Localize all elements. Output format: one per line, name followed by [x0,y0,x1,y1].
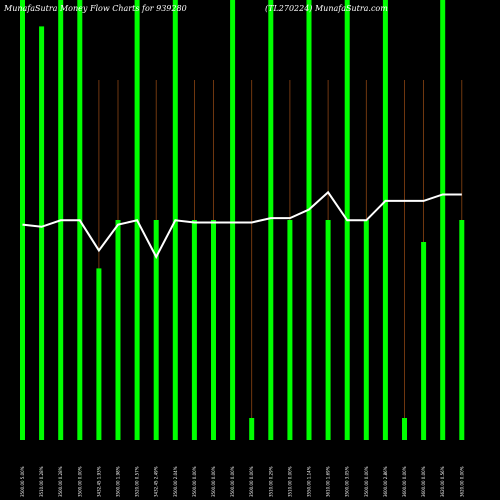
bar-18 [363,220,369,440]
x-tick-label-22: 3620.00 0.56% [440,466,445,497]
bar-20 [402,418,407,440]
x-tick-label-14: 3510.00 0.00% [287,466,292,497]
x-tick-label-12: 3500.00 0.00% [249,466,254,497]
bar-23 [459,220,465,440]
bar-5 [115,220,121,440]
bars-layer [20,0,465,441]
bar-7 [153,220,159,440]
x-tick-label-13: 3510.00 0.29% [268,466,273,497]
bar-15 [306,0,312,440]
bar-4 [96,268,102,440]
x-tick-label-10: 3500.00 0.00% [211,466,216,497]
x-tick-label-18: 3500.00 0.00% [364,466,369,497]
x-tick-label-17: 3500.00 3.05% [345,466,350,497]
bar-22 [440,0,446,440]
x-tick-label-6: 3520.00 0.57% [135,466,140,497]
x-tick-label-7: 3432.45 2.49% [154,466,159,497]
x-tick-label-1: 3510.00 0.28% [39,466,44,497]
bar-0 [20,0,25,440]
bar-13 [268,0,274,440]
price-line [22,190,462,260]
x-tick-label-3: 3500.00 0.00% [77,466,82,497]
chart-subtitle: (TL270224) MunafaSutra.com [265,4,388,13]
x-tick-label-16: 3610.00 1.69% [326,466,331,497]
x-tick-label-8: 3500.00 2.04% [173,466,178,497]
bar-19 [382,0,388,440]
bar-11 [230,0,236,440]
chart-title: MunafaSutra Money Flow Charts for 939280 [3,4,187,13]
x-tick-label-5: 3500.00 1.98% [116,466,121,497]
x-tick-label-11: 3500.00 0.00% [230,466,235,497]
x-tick-label-2: 3500.00 0.28% [58,466,63,497]
bar-1 [39,26,45,441]
x-tick-label-15: 3550.00 1.14% [307,466,312,497]
x-tick-label-4: 3432.45 1.93% [96,466,101,497]
price-line-layer [22,190,462,260]
x-tick-label-19: 3600.00 2.86% [383,466,388,497]
x-tick-label-23: 3620.00 0.00% [459,466,464,497]
bar-9 [191,220,197,440]
x-tick-label-21: 3600.00 0.00% [421,466,426,497]
bar-14 [287,220,293,440]
bar-16 [325,220,331,440]
bar-21 [421,242,427,440]
bar-10 [211,220,216,440]
x-tick-label-0: 3500.00 5.00% [20,466,25,497]
x-tick-labels: 3500.00 5.00% 3510.00 0.28% 3500.00 0.28% 3… [20,466,464,497]
x-tick-label-9: 3500.00 0.00% [192,466,197,497]
x-tick-label-20: 3600.00 0.00% [402,466,407,497]
bar-12 [249,418,255,440]
